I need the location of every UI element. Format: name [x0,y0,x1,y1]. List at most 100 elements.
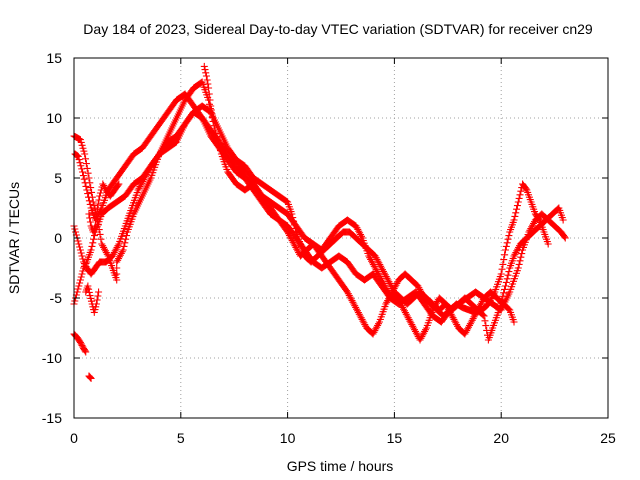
x-tick-label: 25 [600,430,616,446]
data-point [94,200,102,208]
data-point [516,257,524,265]
data-point [93,204,101,212]
data-point [501,251,509,259]
x-tick-labels: 0 5 10 15 20 25 [70,430,616,446]
data-point [501,246,509,254]
data-point [73,288,81,296]
y-tick-label: 10 [46,110,62,126]
data-point [77,162,85,170]
data-point [422,326,430,334]
data-point [100,183,108,191]
data-point [76,246,84,254]
data-marks [70,62,569,382]
data-point [82,260,90,267]
data-point [86,374,94,382]
data-point [503,239,511,247]
data-point [115,180,123,188]
data-point [83,186,91,194]
data-point [201,66,209,74]
data-point [123,232,131,240]
data-point [121,239,129,247]
x-tick-label: 15 [387,430,403,446]
data-point [118,248,126,256]
data-point [96,230,104,238]
data-point [77,249,85,257]
data-point [560,233,568,241]
data-point [86,214,94,222]
data-point [200,62,208,70]
data-point [82,182,90,190]
y-tick-label: -15 [42,410,62,426]
data-point [515,194,523,202]
data-point [113,270,121,278]
data-point [80,264,88,272]
data-point [518,250,526,258]
y-tick-labels: -15 -10 -5 0 5 10 15 [42,50,62,426]
data-point [202,72,210,80]
data-point [505,305,513,313]
data-point [513,205,521,213]
data-point [499,260,507,268]
data-point [86,373,94,381]
data-point [79,172,87,180]
data-point [77,340,85,348]
data-point [554,205,562,213]
data-point [84,169,92,177]
data-point [85,197,93,205]
data-point [81,179,89,187]
x-axis-label: GPS time / hours [287,458,394,474]
data-point [522,185,530,193]
data-point [544,240,552,248]
data-point [77,273,85,281]
series-track-6 [85,372,95,382]
data-point [80,175,88,183]
series-track-7 [82,282,103,316]
series-track-8 [85,180,123,236]
grid-lines [74,58,608,418]
data-point [114,242,122,250]
data-point [75,240,83,248]
data-point [76,338,84,346]
data-point [85,193,93,201]
series-track-1 [70,78,552,338]
data-point [78,252,86,260]
data-point [500,289,508,297]
data-point [71,297,79,305]
chart-title: Day 184 of 2023, Sidereal Day-to-day VTE… [83,21,593,37]
data-point [514,264,522,272]
data-point [94,292,102,300]
data-point [85,210,93,218]
data-point [95,288,103,296]
data-point [78,341,86,349]
data-point [501,285,509,293]
data-point [559,216,567,224]
data-point [84,282,92,290]
data-point [81,261,89,269]
y-tick-label: -10 [42,350,62,366]
data-point [513,202,521,210]
data-point [561,234,569,242]
data-point [495,306,503,314]
data-point [503,275,511,283]
data-point [290,221,298,229]
data-point [96,189,104,197]
data-point [96,192,104,200]
series-track-4 [70,102,567,344]
data-point [480,312,488,320]
data-point [289,214,297,222]
data-point [114,181,122,189]
data-point [205,90,213,98]
data-point [100,182,108,189]
data-point [82,348,90,356]
data-point [502,278,510,286]
data-point [91,222,99,230]
data-point [209,114,217,122]
data-point [74,152,82,160]
data-point [86,218,94,226]
data-point [290,217,298,225]
y-tick-label: -5 [50,290,63,306]
x-tick-label: 20 [493,430,509,446]
data-point [86,200,94,208]
data-point [93,210,101,218]
axis-ticks [73,57,609,419]
